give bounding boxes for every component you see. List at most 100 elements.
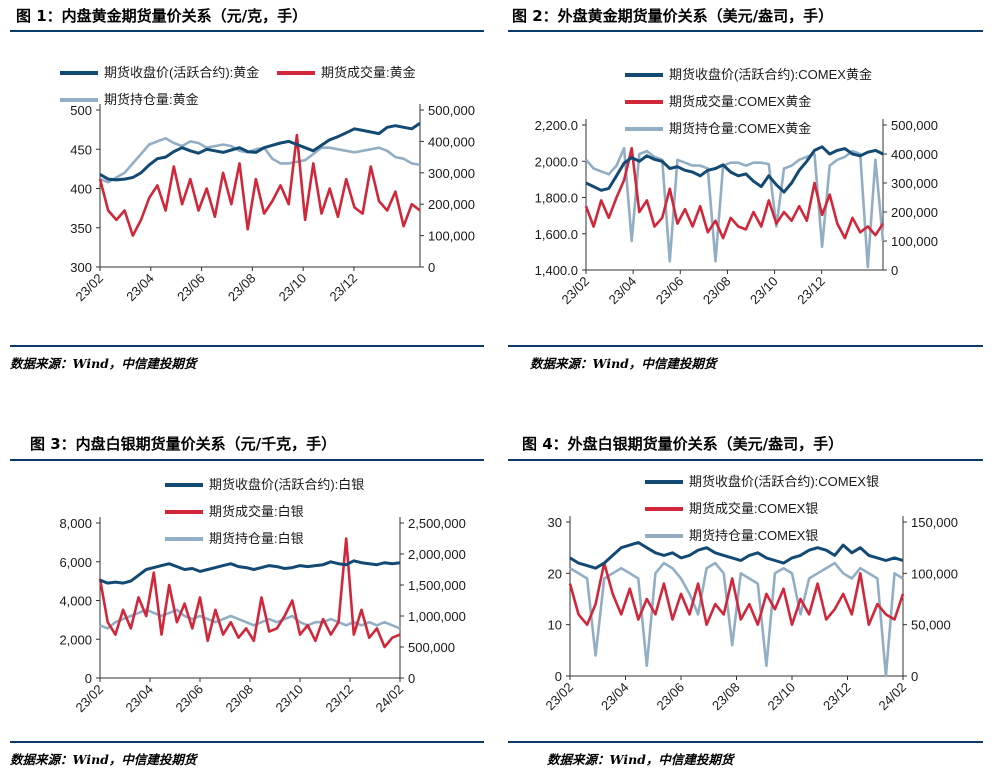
chart1-y-left-tick: 500 [70, 103, 92, 118]
chart1-x-tick: 23/06 [174, 271, 208, 305]
panel-2-bottom-rule [508, 345, 983, 347]
chart2-y-right-tick: 0 [891, 263, 898, 278]
chart4-x-tick: 23/02 [543, 680, 577, 714]
panel-1-bottom-rule [10, 345, 484, 347]
chart4-series-2-line [568, 561, 905, 627]
panel-1-title: 图 1：内盘黄金期货量价关系（元/克，手） [16, 7, 308, 25]
chart1-x-tick: 23/08 [225, 271, 259, 305]
chart3-x-tick: 23/12 [323, 682, 357, 716]
chart3-y-right-tick: 500,000 [408, 640, 455, 655]
chart2-y-left-tick: 1,400.0 [535, 263, 578, 278]
chart1-y-right-tick: 500,000 [428, 103, 475, 118]
chart4-y-right-tick: 50,000 [911, 618, 951, 633]
panel-4-source: 数据来源：Wind，中信建投期货 [547, 752, 734, 767]
chart2-y-left-tick: 1,800.0 [535, 191, 578, 206]
chart1-x-tick: 23/10 [276, 271, 310, 305]
chart2-x-tick: 23/08 [700, 274, 734, 308]
chart3-x-tick: 23/10 [273, 682, 307, 716]
panel-2-top-rule [508, 30, 983, 32]
chart3-series-1-line [99, 559, 401, 585]
chart4-series-1-line [569, 541, 904, 570]
chart1-y-right-tick: 0 [428, 260, 435, 275]
chart1-x-tick: 23/04 [123, 271, 157, 305]
panel-4-bottom-rule [508, 741, 983, 743]
chart2-series-1-line [585, 145, 884, 194]
chart3-y-left-tick: 8,000 [59, 516, 92, 531]
chart2-x-tick: 23/12 [794, 274, 828, 308]
chart2-y-left-tick: 2,200.0 [535, 118, 578, 133]
chart1-legend-label-1: 期货收盘价(活跃合约):黄金 [104, 65, 259, 80]
chart1-y-left-tick: 300 [70, 260, 92, 275]
chart3-legend-label-2: 期货成交量:白银 [209, 504, 304, 519]
chart1-legend-label-2: 期货成交量:黄金 [321, 65, 416, 80]
chart4-legend-label-1: 期货收盘价(活跃合约):COMEX银 [689, 474, 879, 489]
chart3-y-right-tick: 2,000,000 [408, 547, 466, 562]
panel-3-bottom-rule [10, 741, 484, 743]
chart4-y-left-tick: 10 [548, 618, 562, 633]
chart2-series-2-line [584, 146, 885, 240]
chart2-y-right-tick: 100,000 [891, 234, 938, 249]
chart4-legend-label-3: 期货持仓量:COMEX银 [689, 528, 818, 543]
chart3-legend-label-1: 期货收盘价(活跃合约):白银 [209, 477, 364, 492]
chart4-series-3-line [569, 561, 904, 678]
chart2-y-right-tick: 300,000 [891, 176, 938, 191]
chart2-y-right-tick: 400,000 [891, 147, 938, 162]
chart2-y-right-tick: 200,000 [891, 205, 938, 220]
panel-2-title: 图 2：外盘黄金期货量价关系（美元/盎司，手） [512, 7, 834, 25]
chart4-y-left-tick: 30 [548, 515, 562, 530]
panel-2-source: 数据来源：Wind，中信建投期货 [530, 356, 717, 371]
chart3-y-left-tick: 4,000 [59, 594, 92, 609]
chart2-y-left-tick: 2,000.0 [535, 154, 578, 169]
chart2-y-right-tick: 500,000 [891, 118, 938, 133]
chart3-x-tick: 23/06 [173, 682, 207, 716]
chart2-legend-label-2: 期货成交量:COMEX黄金 [669, 94, 811, 109]
chart3-x-tick: 23/08 [223, 682, 257, 716]
chart1-x-tick: 23/12 [326, 271, 360, 305]
chart3-series-2-line [98, 537, 401, 649]
chart2-x-tick: 23/06 [653, 274, 687, 308]
chart3-y-right-tick: 0 [408, 671, 415, 686]
chart1-series-1-line [99, 122, 421, 182]
chart3-legend-label-3: 期货持仓量:白银 [209, 531, 304, 546]
chart4-y-right-tick: 150,000 [911, 515, 958, 530]
chart4-x-tick: 24/02 [876, 680, 910, 714]
chart2-x-tick: 23/04 [606, 274, 640, 308]
panel-4-title: 图 4：外盘白银期货量价关系（美元/盎司，手） [522, 435, 844, 453]
chart4-legend-label-2: 期货成交量:COMEX银 [689, 501, 818, 516]
chart4-y-left-tick: 0 [555, 669, 562, 684]
chart4-y-left-tick: 20 [548, 566, 562, 581]
chart2-x-tick: 23/02 [559, 274, 593, 308]
chart2-series-3-line [585, 146, 885, 269]
chart3-y-right-tick: 2,500,000 [408, 516, 466, 531]
chart2-legend-label-1: 期货收盘价(活跃合约):COMEX黄金 [669, 67, 872, 82]
chart1-series-2-line [98, 133, 421, 237]
panel-1-source: 数据来源：Wind，中信建投期货 [10, 356, 197, 371]
chart4-x-tick: 23/12 [820, 680, 854, 714]
panel-3-top-rule [10, 459, 484, 461]
chart3-y-left-tick: 6,000 [59, 555, 92, 570]
chart1-y-right-tick: 200,000 [428, 197, 475, 212]
chart4-y-right-tick: 0 [911, 669, 918, 684]
chart1-y-right-tick: 300,000 [428, 166, 475, 181]
chart1-y-left-tick: 400 [70, 182, 92, 197]
panel-1-top-rule [10, 30, 484, 32]
chart3-x-tick: 24/02 [373, 682, 407, 716]
panel-4-top-rule [508, 459, 983, 461]
chart1-y-right-tick: 100,000 [428, 229, 475, 244]
chart1-y-right-tick: 400,000 [428, 134, 475, 149]
chart4-x-tick: 23/06 [654, 680, 688, 714]
chart3-x-tick: 23/04 [123, 682, 157, 716]
chart2-y-left-tick: 1,600.0 [535, 227, 578, 242]
chart4-x-tick: 23/08 [709, 680, 743, 714]
chart3-series-3-line [99, 608, 401, 630]
chart3-x-tick: 23/02 [73, 682, 107, 716]
chart1-y-left-tick: 450 [70, 142, 92, 157]
chart2-x-tick: 23/10 [747, 274, 781, 308]
chart4-x-tick: 23/10 [765, 680, 799, 714]
chart1-y-left-tick: 350 [70, 221, 92, 236]
chart4-x-tick: 23/04 [598, 680, 632, 714]
chart3-y-left-tick: 2,000 [59, 632, 92, 647]
panel-3-source: 数据来源：Wind，中信建投期货 [10, 752, 197, 767]
chart2-legend-label-3: 期货持仓量:COMEX黄金 [669, 121, 811, 136]
